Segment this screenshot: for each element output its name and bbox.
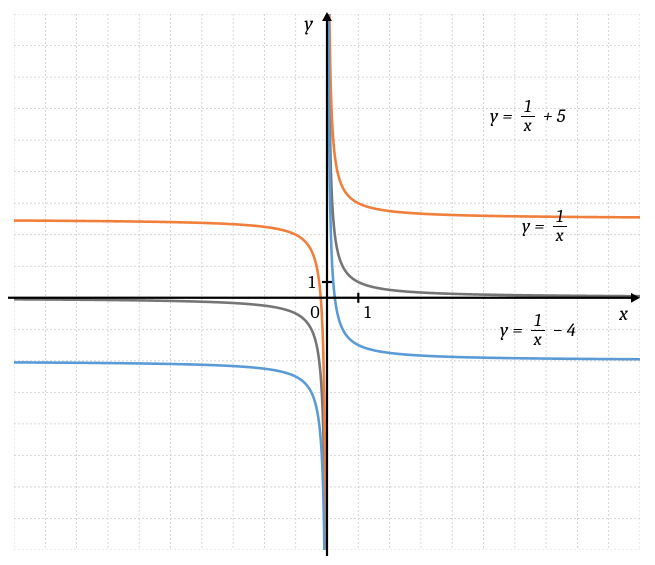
fraction: 1 x [531, 312, 545, 349]
eq-prefix: y = [522, 215, 549, 237]
curve-label-up5: y = 1 x + 5 [490, 98, 565, 135]
eq-suffix: + 5 [543, 105, 566, 127]
eq-prefix: y = [490, 105, 517, 127]
svg-text:x: x [618, 302, 628, 325]
eq-prefix: y = [500, 319, 527, 341]
fraction: 1 x [553, 208, 567, 245]
svg-text:1: 1 [308, 272, 315, 293]
fraction-denominator: x [531, 331, 545, 349]
curve-label-base: y = 1 x [522, 208, 571, 245]
fraction-denominator: x [553, 227, 567, 245]
svg-text:1: 1 [364, 302, 371, 323]
fraction: 1 x [521, 98, 535, 135]
curve-label-down4: y = 1 x − 4 [500, 312, 576, 349]
plot-svg: 0 1 1 x y [0, 0, 655, 565]
fraction-denominator: x [521, 117, 535, 135]
hyperbola-shift-chart: 0 1 1 x y y = 1 x + 5 y = 1 x y = 1 x − 4 [0, 0, 655, 565]
eq-suffix: − 4 [553, 319, 576, 341]
svg-text:0: 0 [310, 302, 319, 323]
svg-text:y: y [304, 12, 313, 35]
